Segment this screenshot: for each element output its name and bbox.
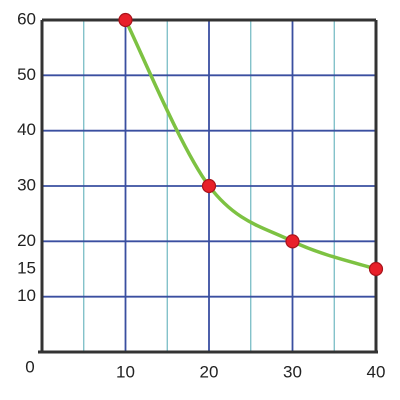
point (118, 12, 133, 28)
point (201, 178, 217, 194)
x-tick-label: 30 (283, 362, 302, 381)
line (123, 19, 377, 271)
y-tick-label: 10 (17, 286, 36, 305)
y-tick-label: 20 (17, 231, 36, 250)
x-tick-label: 20 (200, 362, 219, 381)
y-tick-label: 50 (17, 65, 36, 84)
point (285, 234, 300, 249)
x-tick-label: 10 (116, 362, 135, 381)
y-tick-label: 30 (17, 175, 36, 194)
point (368, 261, 384, 277)
x-tick-label: 0 (25, 357, 34, 376)
x-tick-label: 40 (367, 362, 386, 381)
y-tick-label: 40 (17, 120, 36, 139)
y-tick-label: 15 (17, 258, 36, 277)
y-tick-label: 60 (17, 9, 36, 28)
